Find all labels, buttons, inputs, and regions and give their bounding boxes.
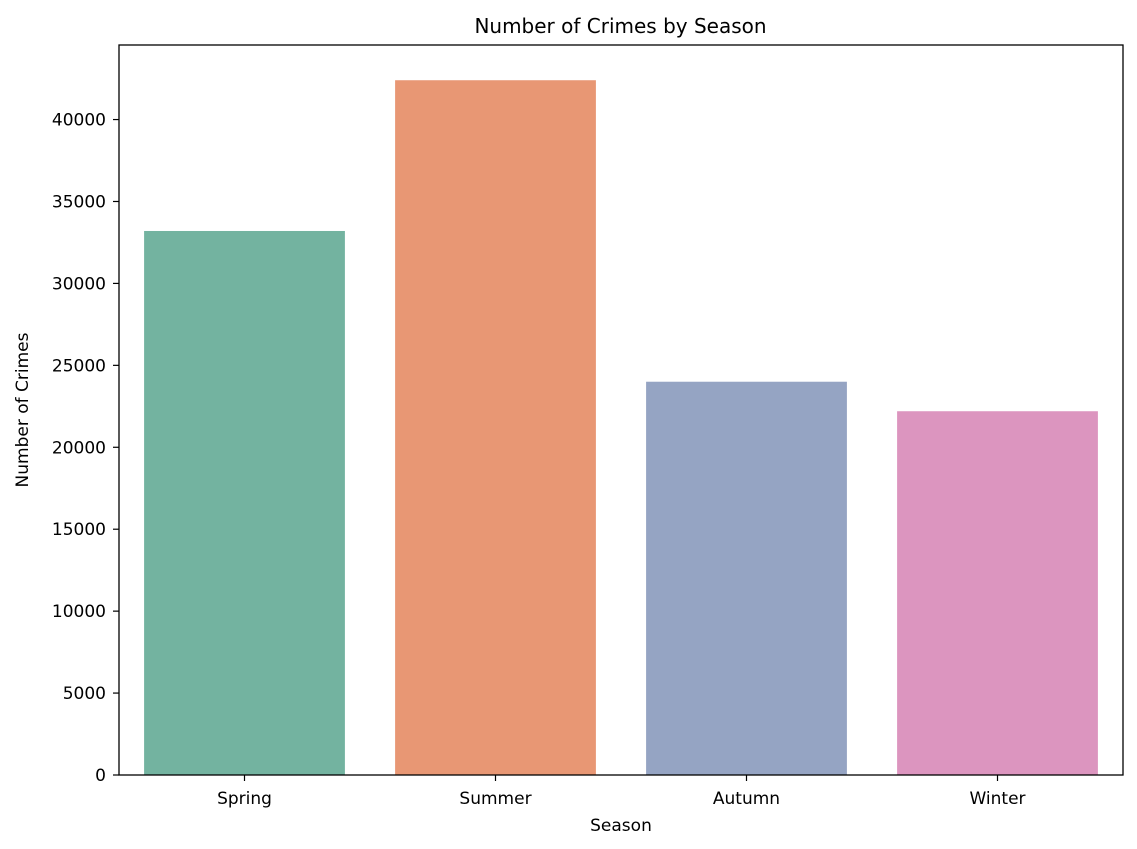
bar-summer [395, 80, 596, 775]
x-tick-label: Summer [459, 789, 531, 809]
y-tick-label: 30000 [52, 274, 106, 294]
y-tick-label: 0 [95, 766, 106, 786]
y-tick-label: 10000 [52, 602, 106, 622]
y-tick-label: 35000 [52, 192, 106, 212]
y-tick-label: 25000 [52, 356, 106, 376]
chart-title: Number of Crimes by Season [474, 14, 766, 38]
y-axis-title: Number of Crimes [13, 332, 33, 487]
x-tick-label: Spring [217, 789, 272, 809]
x-axis-title: Season [590, 816, 652, 836]
y-tick-label: 15000 [52, 520, 106, 540]
y-tick-label: 5000 [63, 684, 106, 704]
bar-winter [897, 411, 1098, 775]
bar-spring [144, 231, 345, 775]
x-tick-label: Winter [969, 789, 1025, 809]
y-tick-label: 40000 [52, 111, 106, 131]
y-tick-label: 20000 [52, 438, 106, 458]
x-tick-label: Autumn [713, 789, 780, 809]
bar-autumn [646, 382, 847, 775]
